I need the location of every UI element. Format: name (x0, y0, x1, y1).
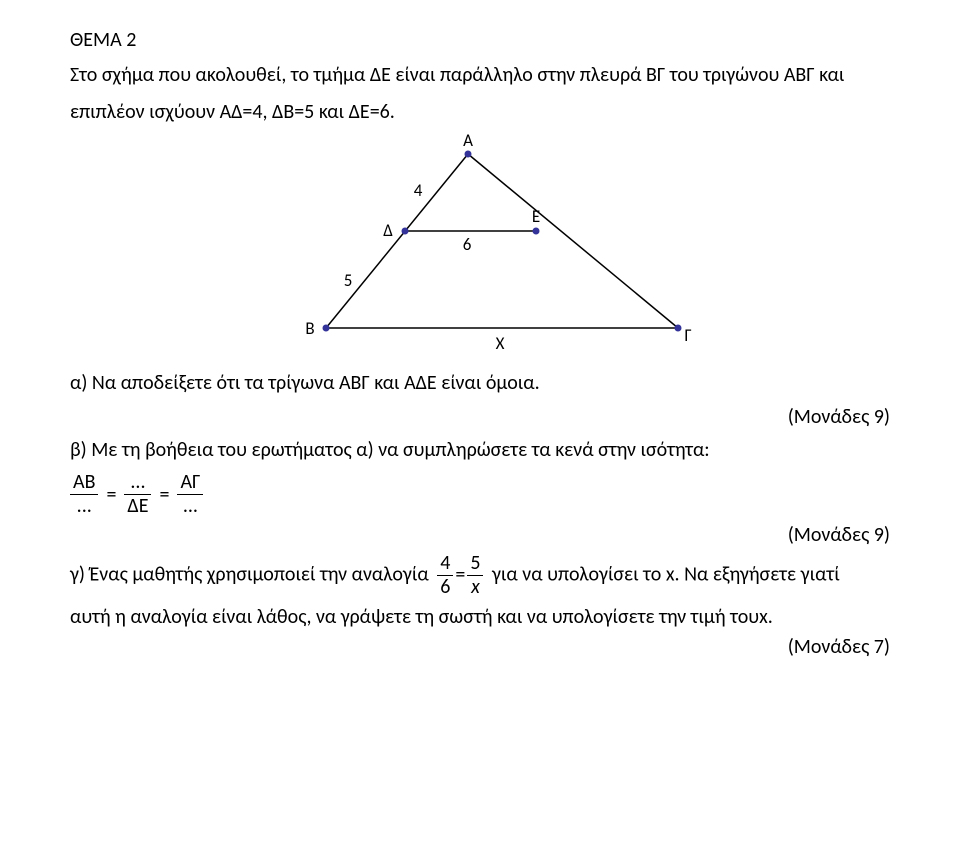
marks-c: (Μονάδες 7) (70, 635, 890, 659)
part-c-frac2-den: x (468, 577, 483, 598)
frac2-den: ΔΕ (124, 496, 151, 517)
part-c-before: γ) Ένας μαθητής χρησιμοποιεί την αναλογί… (70, 562, 429, 586)
intro-line-1: Στο σχήμα που ακολουθεί, το τμήμα ΔΕ είν… (70, 60, 890, 91)
part-a-text: α) Να αποδείξετε ότι τα τρίγωνα ΑΒΓ και … (70, 368, 890, 399)
marks-b: (Μονάδες 9) (70, 523, 890, 547)
seg-label-BC: Χ (496, 333, 505, 354)
frac2-num: ... (127, 472, 148, 493)
vertex-label-E: Ε (532, 206, 540, 227)
equals-1: = (104, 483, 118, 507)
vertex-label-D: Δ (383, 220, 393, 241)
figure-container: Α Δ Ε Β Γ 4 5 6 Χ (70, 134, 890, 364)
triangle-figure: Α Δ Ε Β Γ 4 5 6 Χ (200, 134, 760, 364)
part-c-line1: γ) Ένας μαθητής χρησιμοποιεί την αναλογί… (70, 553, 890, 598)
fraction-2: ... ΔΕ (124, 472, 151, 517)
part-c-frac2-num: 5 (467, 553, 483, 574)
part-c-line2: αυτή η αναλογία είναι λάθος, να γράψετε … (70, 602, 890, 633)
frac3-den: ... (180, 496, 201, 517)
fraction-1: ΑΒ ... (70, 472, 98, 517)
intro-line-2: επιπλέον ισχύουν ΑΔ=4, ΔΒ=5 και ΔΕ=6. (70, 97, 890, 128)
frac1-den: ... (74, 496, 95, 517)
marks-a: (Μονάδες 9) (70, 405, 890, 429)
page: ΘΕΜΑ 2 Στο σχήμα που ακολουθεί, το τμήμα… (0, 0, 960, 868)
seg-label-DE: 6 (463, 234, 472, 255)
vertex-label-A: Α (463, 134, 473, 151)
seg-label-DB: 5 (344, 270, 353, 291)
fraction-equation: ΑΒ ... = ... ΔΕ = ΑΓ ... (70, 472, 890, 517)
fraction-3: ΑΓ ... (177, 472, 203, 517)
part-b-text: β) Με τη βοήθεια του ερωτήματος α) να συ… (70, 435, 890, 466)
vertex-label-B: Β (305, 318, 314, 339)
equals-2: = (157, 483, 171, 507)
part-c-frac1: 4 6 (437, 553, 453, 598)
part-c-fracs: 4 6 = 5 x (437, 553, 483, 598)
frac3-num: ΑΓ (177, 472, 203, 493)
vertex-label-C: Γ (684, 325, 691, 346)
seg-label-AD: 4 (414, 180, 423, 201)
frac1-num: ΑΒ (70, 472, 98, 493)
part-c-frac1-den: 6 (437, 577, 453, 598)
topic-title: ΘΕΜΑ 2 (70, 28, 890, 52)
part-c-after: για να υπολογίσει το x. Να εξηγήσετε για… (492, 562, 840, 586)
part-c-eq: = (453, 560, 467, 591)
part-c-frac1-num: 4 (437, 553, 453, 574)
part-c-frac2: 5 x (467, 553, 483, 598)
